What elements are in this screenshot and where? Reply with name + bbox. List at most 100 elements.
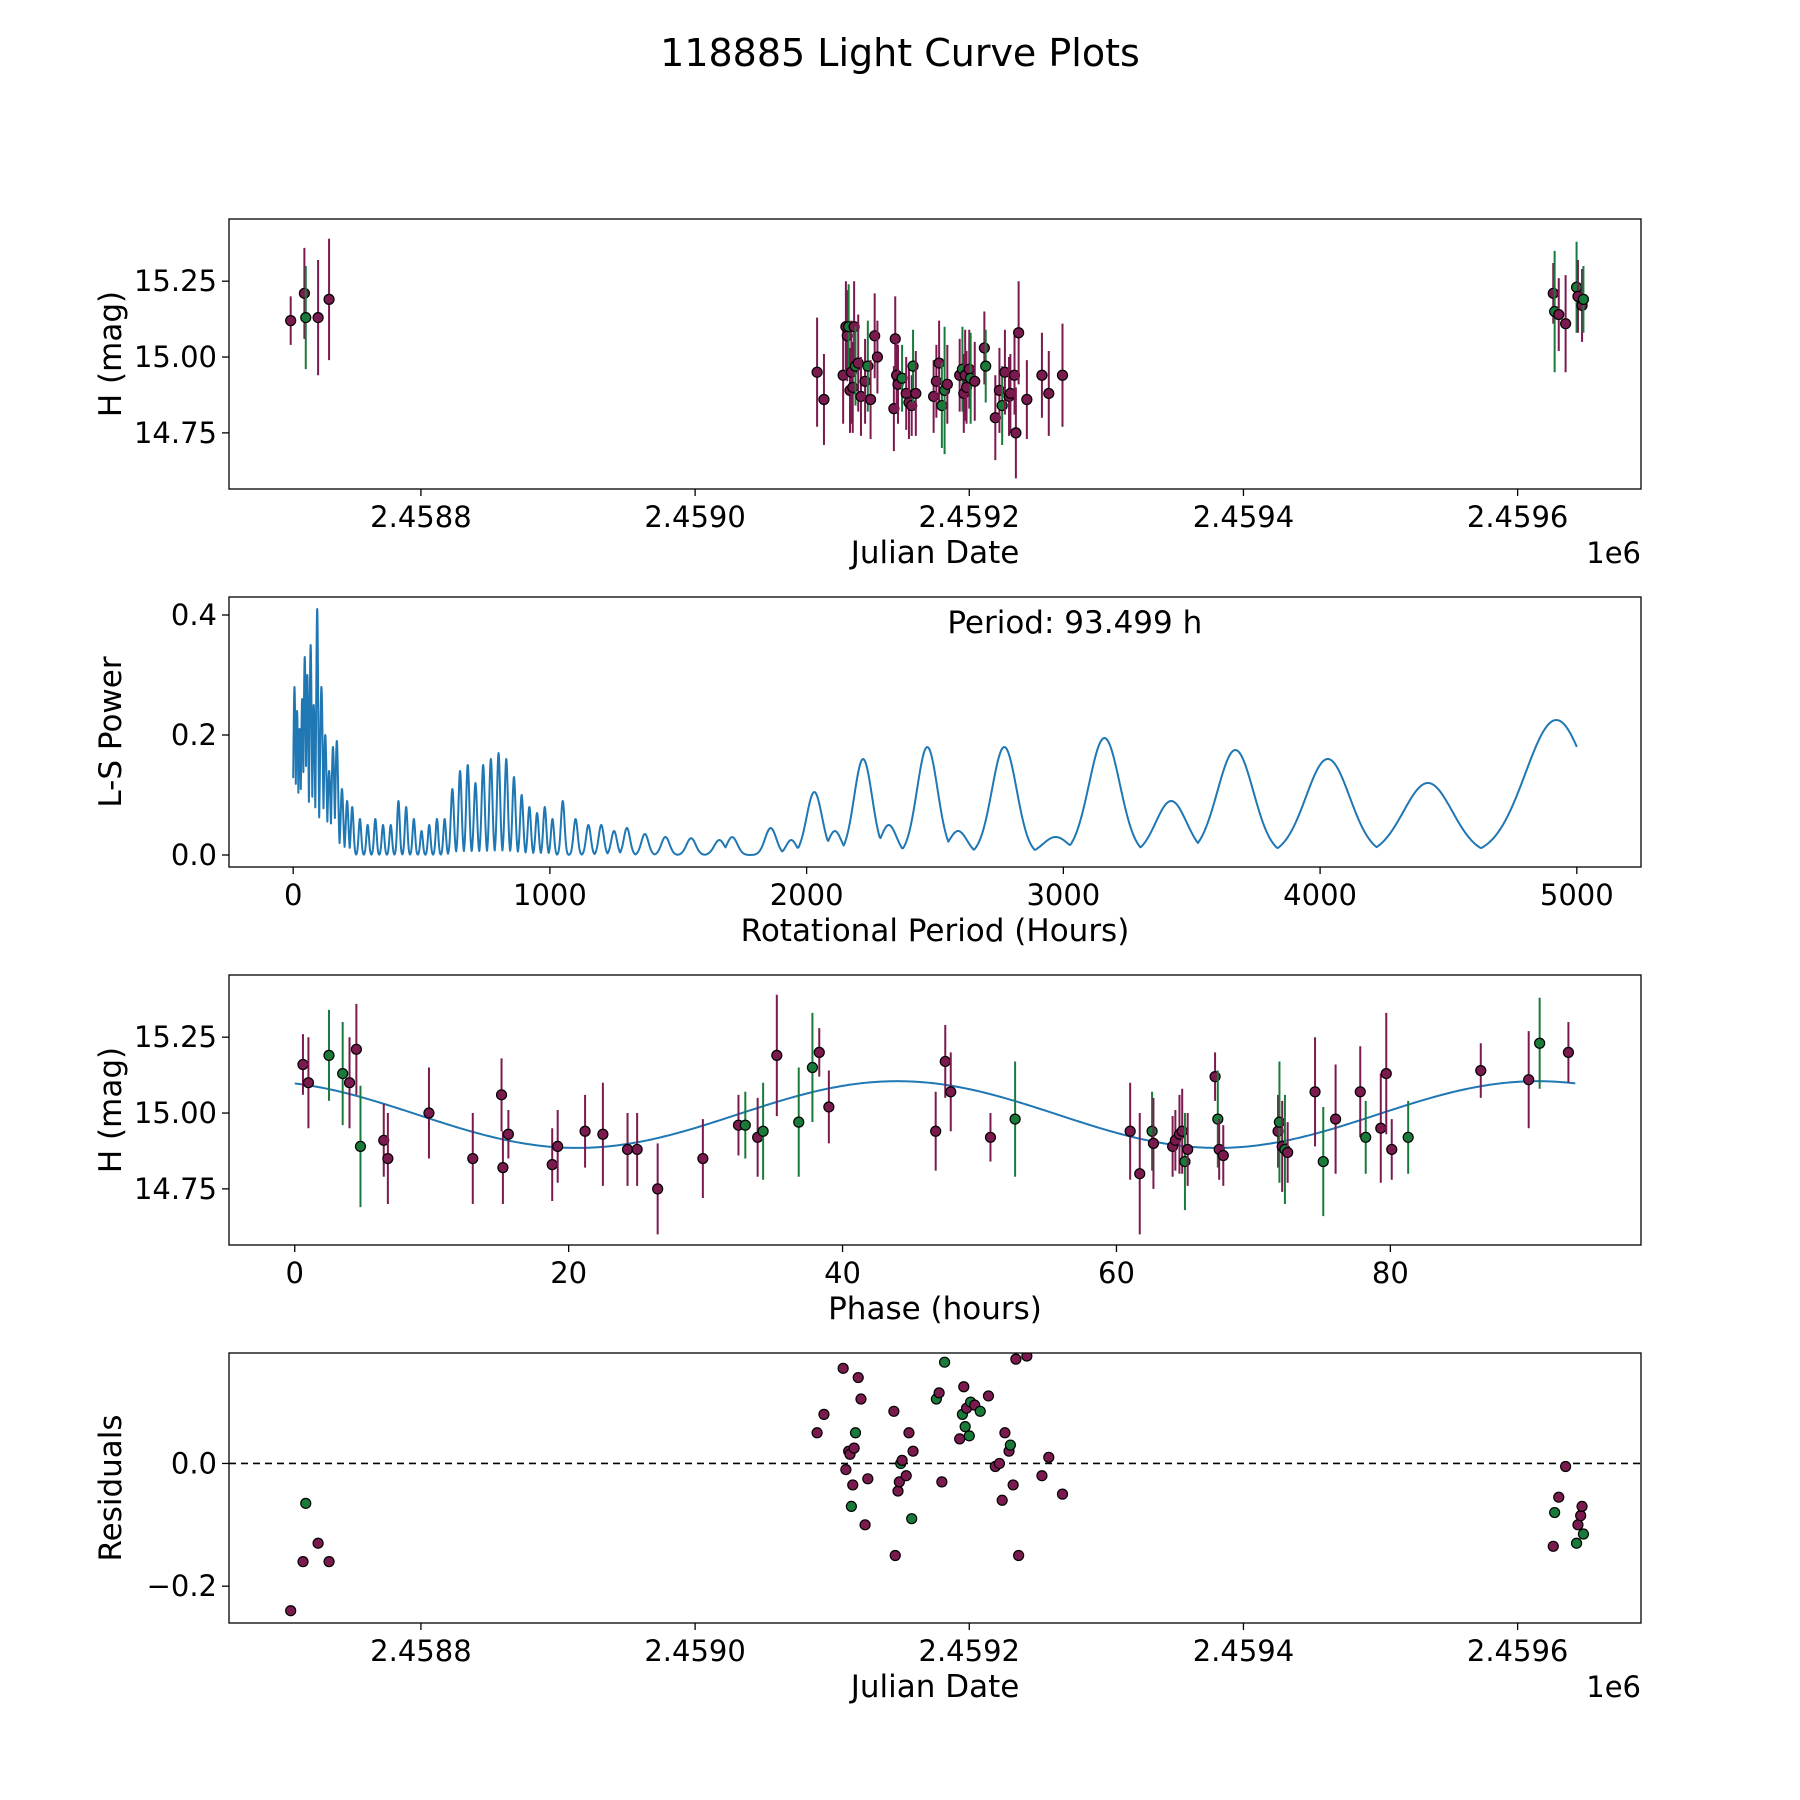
light-curve-point — [910, 387, 922, 400]
residuals-point — [1021, 1353, 1033, 1362]
light-curve-point — [323, 293, 335, 305]
residuals-point — [862, 1473, 874, 1485]
periodogram-line — [292, 608, 1578, 856]
residuals-xtick-label: 2.4594 — [1193, 1634, 1294, 1668]
phase-folded-point — [1402, 1131, 1414, 1143]
phase-folded-ytick-label: 15.00 — [134, 1096, 217, 1130]
light-curve-point — [963, 363, 975, 375]
light-curve-point — [941, 378, 953, 390]
periodogram-ytick-label: 0.2 — [171, 718, 217, 752]
phase-folded-point — [302, 1077, 315, 1089]
light-curve-point — [1570, 281, 1583, 293]
residuals-point — [323, 1556, 335, 1568]
light-curve-point — [978, 342, 990, 354]
light-curve-point — [285, 315, 297, 327]
phase-folded-point — [1354, 1086, 1366, 1098]
phase-folded-point — [1182, 1143, 1194, 1156]
phase-folded-point — [739, 1119, 751, 1131]
residuals-point — [852, 1371, 864, 1384]
residuals-point — [837, 1362, 849, 1374]
figure-title: 118885 Light Curve Plots — [660, 31, 1140, 75]
phase-folded-point — [546, 1159, 558, 1171]
residuals-point — [907, 1445, 919, 1457]
residuals-xtick-label: 2.4588 — [370, 1634, 471, 1668]
phase-folded-point — [350, 1043, 362, 1055]
light-curve-point — [1010, 427, 1022, 439]
phase-folded-point — [382, 1152, 394, 1165]
phase-folded-point — [354, 1140, 367, 1153]
residuals-point — [999, 1427, 1011, 1439]
residuals-point — [300, 1497, 312, 1509]
light-curve-point — [1056, 369, 1069, 381]
residuals-point — [1572, 1519, 1584, 1531]
residuals-point — [312, 1537, 324, 1549]
phase-folded-point — [793, 1116, 805, 1128]
residuals-point — [1547, 1540, 1559, 1552]
phase-folded-point — [1134, 1168, 1146, 1180]
residuals-point — [959, 1421, 971, 1433]
panel-residuals: 2.4588 2.4590 2.4592 2.4594 2.4596 −0.2 0.0 Jul… — [93, 1352, 1642, 1705]
panel-light-curve: 2.4588 2.4590 2.4592 2.4594 2.4596 14.75 15.00… — [93, 218, 1642, 571]
light-curve-xtick-label: 2.4592 — [919, 500, 1020, 534]
light-curve-ytick-label: 15.25 — [134, 264, 217, 298]
light-curve-ytick-label: 14.75 — [134, 416, 217, 450]
residuals-frame — [228, 1352, 1642, 1624]
phase-folded-point — [597, 1128, 609, 1140]
phase-folded-point — [1009, 1113, 1021, 1125]
light-curve-point — [1553, 308, 1565, 321]
residuals-point — [958, 1381, 970, 1393]
residuals-point — [840, 1463, 852, 1476]
residuals-plot-area — [229, 1353, 1641, 1617]
phase-folded-point — [1475, 1064, 1487, 1077]
residuals-point — [1577, 1528, 1590, 1540]
periodogram-xtick-label: 5000 — [1540, 878, 1614, 912]
phase-folded-xlabel: Phase (hours) — [828, 1291, 1042, 1327]
phase-folded-point — [1212, 1113, 1224, 1125]
light-curve-xtick-label: 2.4590 — [644, 500, 745, 534]
phase-folded-xtick-label: 60 — [1098, 1256, 1135, 1290]
light-curve-point — [298, 287, 310, 299]
phase-folded-point — [323, 1049, 335, 1061]
light-curve-xlabel: Julian Date — [849, 535, 1020, 571]
periodogram-xlabel: Rotational Period (Hours) — [741, 913, 1130, 949]
residuals-point — [859, 1519, 871, 1531]
periodogram-frame — [228, 596, 1642, 868]
residuals-point — [1007, 1479, 1019, 1491]
phase-folded-point — [1124, 1125, 1136, 1137]
phase-folded-xtick-label: 20 — [550, 1256, 587, 1290]
light-curve-point — [889, 333, 901, 345]
residuals-point — [936, 1476, 948, 1488]
phase-folded-point — [552, 1140, 564, 1153]
residuals-point — [845, 1500, 857, 1513]
light-curve-plot-area — [285, 238, 1590, 479]
periodogram-ylabel: L-S Power — [93, 656, 129, 807]
phase-folded-point — [1147, 1137, 1160, 1149]
phase-folded-point — [1146, 1125, 1158, 1137]
phase-folded-point — [806, 1061, 819, 1074]
phase-folded-point — [930, 1125, 942, 1137]
residuals-point — [893, 1476, 905, 1488]
residuals-point — [1013, 1549, 1025, 1562]
phase-folded-point — [579, 1125, 591, 1137]
phase-folded-point — [502, 1128, 514, 1140]
phase-folded-point — [984, 1131, 997, 1143]
phase-folded-point — [1329, 1113, 1342, 1125]
residuals-point — [848, 1442, 860, 1454]
residuals-point — [1570, 1537, 1583, 1549]
phase-folded-point — [1375, 1122, 1387, 1134]
light-curve-point — [1577, 293, 1590, 305]
residuals-point — [1010, 1353, 1022, 1365]
light-curve-point — [1043, 387, 1055, 400]
periodogram-xtick-label: 3000 — [1026, 878, 1100, 912]
light-curve-point — [1560, 318, 1572, 330]
phase-folded-point — [813, 1046, 825, 1058]
light-curve-point — [1036, 369, 1048, 381]
residuals-x-offset: 1e6 — [1586, 1670, 1641, 1704]
phase-folded-xtick-label: 0 — [286, 1256, 304, 1290]
light-curve-point — [1013, 327, 1025, 339]
phase-folded-point — [1317, 1155, 1329, 1168]
residuals-point — [954, 1433, 966, 1445]
light-curve-point — [300, 311, 312, 324]
phase-folded-point — [343, 1077, 356, 1089]
